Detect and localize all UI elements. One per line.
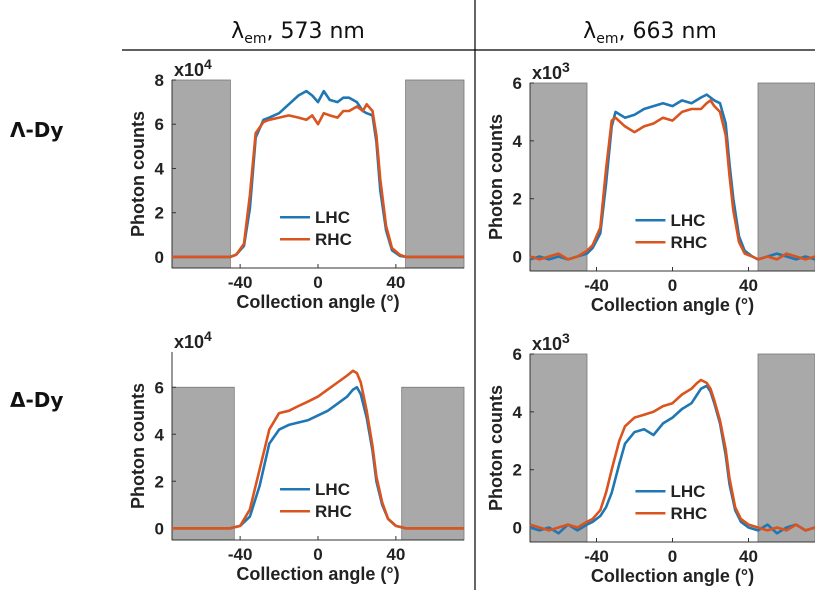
shaded-region: [401, 386, 465, 541]
x-axis-label: Collection angle (°): [591, 566, 754, 586]
x-axis-label: Collection angle (°): [236, 564, 399, 584]
x-axis-label: Collection angle (°): [236, 292, 399, 312]
row-label-delta-dy: Δ-Dy: [10, 388, 63, 412]
legend-label-lhc: LHC: [315, 208, 350, 227]
column-title-573: λem, 573 nm: [231, 19, 365, 47]
y-axis-label: Photon counts: [128, 111, 148, 237]
series-line-lhc: [529, 384, 815, 535]
legend-label-rhc: RHC: [670, 233, 707, 252]
y-tick-label: 0: [513, 248, 522, 267]
legend-label-lhc: LHC: [670, 482, 705, 501]
x-tick-label: 40: [739, 276, 758, 295]
shaded-region: [529, 82, 588, 272]
series-line-rhc: [172, 103, 464, 259]
axis-exponent: x104: [174, 56, 212, 80]
x-tick-label: -40: [584, 547, 609, 566]
shaded-region: [405, 79, 465, 269]
shaded-region: [757, 353, 815, 543]
shaded-region: [171, 386, 235, 541]
y-tick-label: 4: [513, 403, 523, 422]
chart-panel-1: 0 2 4 6 8 -40 0 40 x104 Collection angle (°) Photo…: [128, 56, 465, 312]
column-title-663: λem, 663 nm: [583, 19, 717, 47]
y-axis-label: Photon counts: [486, 114, 506, 240]
y-tick-label: 2: [513, 461, 522, 480]
axis-exponent: x103: [532, 59, 570, 83]
y-tick-label: 2: [155, 472, 164, 491]
series-line-rhc: [529, 99, 815, 261]
y-tick-label: 6: [513, 74, 522, 93]
x-tick-label: 0: [313, 273, 322, 292]
series-line-rhc: [172, 369, 464, 530]
legend-label-rhc: RHC: [315, 230, 352, 249]
y-tick-label: 0: [155, 248, 164, 267]
y-tick-label: 6: [155, 378, 164, 397]
shaded-region: [529, 353, 588, 543]
y-tick-label: 2: [513, 190, 522, 209]
x-tick-label: 40: [386, 545, 405, 564]
y-tick-label: 4: [155, 159, 165, 178]
x-tick-label: 40: [739, 547, 758, 566]
x-axis-label: Collection angle (°): [591, 295, 754, 315]
x-tick-label: 0: [668, 547, 677, 566]
y-tick-label: 4: [513, 132, 523, 151]
y-tick-label: 2: [155, 204, 164, 223]
y-axis-label: Photon counts: [486, 385, 506, 511]
chart-panel-4: 0 2 4 6 -40 0 40 x103 Collection angle (°) Photon…: [486, 330, 815, 586]
chart-panel-2: 0 2 4 6 -40 0 40 x103 Collection angle (°) Photon…: [486, 59, 815, 315]
row-label-lambda-dy: Λ-Dy: [10, 118, 63, 142]
y-tick-label: 6: [513, 345, 522, 364]
shaded-region: [171, 79, 231, 269]
axis-exponent: x104: [174, 328, 212, 352]
x-tick-label: 0: [313, 545, 322, 564]
y-tick-label: 0: [155, 519, 164, 538]
series-line-rhc: [529, 378, 815, 532]
y-tick-label: 4: [155, 425, 165, 444]
legend-label-lhc: LHC: [670, 211, 705, 230]
legend-label-lhc: LHC: [315, 480, 350, 499]
y-tick-label: 0: [513, 519, 522, 538]
shaded-region: [757, 82, 815, 272]
legend-label-rhc: RHC: [670, 504, 707, 523]
axis-exponent: x103: [532, 330, 570, 354]
x-tick-label: -40: [228, 273, 253, 292]
x-tick-label: 40: [386, 273, 405, 292]
y-tick-label: 8: [155, 71, 164, 90]
chart-panel-3: 0 2 4 6 -40 0 40 x104 Collection angle (°) Photon…: [128, 328, 465, 584]
y-tick-label: 6: [155, 115, 164, 134]
x-tick-label: -40: [584, 276, 609, 295]
x-tick-label: 0: [668, 276, 677, 295]
x-tick-label: -40: [228, 545, 253, 564]
y-axis-label: Photon counts: [128, 383, 148, 509]
legend-label-rhc: RHC: [315, 502, 352, 521]
